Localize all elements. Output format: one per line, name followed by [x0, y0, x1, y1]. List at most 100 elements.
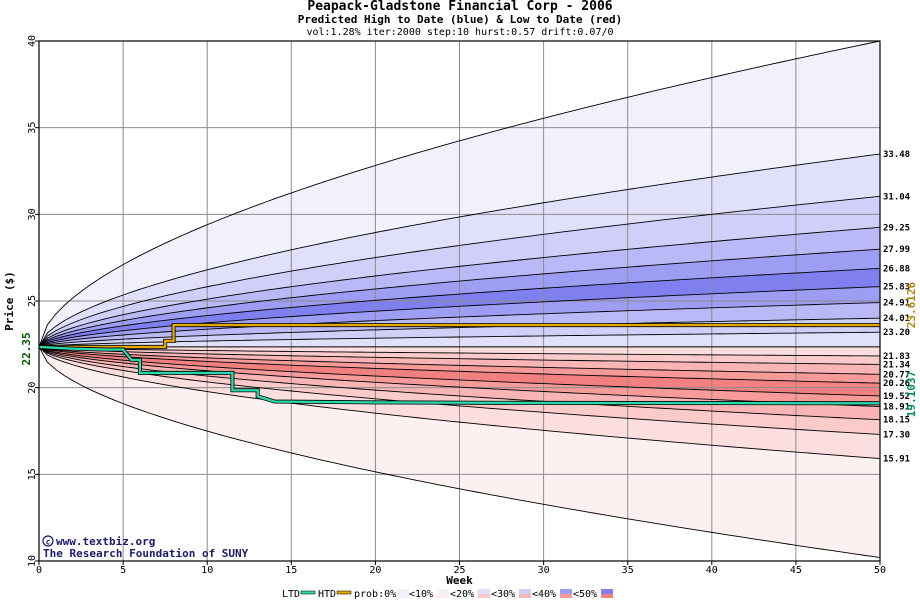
lower-band-4	[39, 346, 880, 407]
ltd-final-label: 19.1037	[905, 371, 918, 417]
x-tick-label: 15	[285, 565, 297, 576]
band-label: 33.48	[883, 150, 910, 160]
legend-swatch-blue	[601, 589, 613, 594]
band-label: 15.91	[883, 455, 910, 465]
upper-band-3	[39, 227, 880, 347]
quantile-line	[38, 346, 881, 558]
lower-band-6	[39, 346, 880, 435]
y-tick-label: 35	[27, 122, 38, 134]
y-axis-label: Price ($)	[3, 271, 16, 331]
band-end-labels: 33.48 31.04 29.25 27.99 26.88 25.83 24.91 24.01…	[883, 150, 911, 465]
quantile-line	[38, 317, 881, 348]
x-tick-label: 0	[36, 565, 42, 576]
band-label: 20.26	[883, 379, 910, 389]
band-label: 26.88	[883, 264, 910, 274]
quantile-line	[38, 346, 881, 435]
band-label: 23.20	[883, 328, 910, 338]
band-label: 24.01	[883, 314, 910, 324]
htd-line	[39, 323, 880, 349]
quantile-line	[38, 346, 881, 397]
copyright-icon	[42, 535, 54, 547]
legend-htd-swatch	[336, 590, 352, 595]
band-label: 21.83	[883, 352, 910, 362]
quantile-line	[38, 346, 881, 408]
band-label: 25.83	[883, 283, 910, 293]
lower-band-2	[39, 346, 880, 384]
x-tick-label: 25	[453, 565, 465, 576]
quantile-line	[38, 331, 881, 348]
band-label: 29.25	[883, 223, 910, 233]
quantile-line	[38, 346, 881, 365]
x-tick-label: 5	[120, 565, 126, 576]
band-label: 21.34	[883, 360, 911, 370]
lower-band-7	[39, 346, 880, 459]
quantile-line	[38, 226, 881, 348]
x-tick-label: 30	[538, 565, 550, 576]
y-tick-label: 30	[27, 208, 38, 220]
y-tick-label: 15	[27, 468, 38, 480]
y-tick-label: 10	[27, 555, 38, 567]
quantile-line	[38, 302, 881, 348]
upper-band-1	[39, 154, 880, 347]
legend-swatch-blue	[437, 589, 449, 594]
legend-swatch-red	[560, 594, 572, 598]
legend-htd-label: HTD	[318, 589, 336, 600]
y-tick-label: 40	[27, 35, 38, 47]
upper-band-2	[39, 196, 880, 347]
band-label: 31.04	[883, 192, 911, 202]
quantile-line	[38, 346, 881, 460]
quantile-line	[38, 346, 881, 384]
chart-subtitle: Predicted High to Date (blue) & Low to D…	[297, 13, 623, 26]
quantile-line	[38, 195, 881, 348]
legend-swatch-blue	[478, 589, 490, 594]
y-tick-label: 25	[27, 295, 38, 307]
legend-item-label: <30%	[491, 589, 515, 600]
legend-item-label: <40%	[532, 589, 556, 600]
quantile-line	[38, 40, 881, 348]
x-tick-label: 40	[706, 565, 718, 576]
upper-band-5	[39, 268, 880, 347]
watermark-url: www.textbiz.org	[56, 535, 155, 548]
x-tick-label: 45	[790, 565, 802, 576]
x-axis-label: Week	[446, 574, 473, 587]
legend-item-label: <10%	[409, 589, 433, 600]
quantile-line	[38, 267, 881, 348]
axes-labels: 0 5 10 15 20 25 30 35 40 45 50 10 15 20 25 30 35 40 Week Pr…	[3, 35, 886, 587]
legend-item-label: <50%	[573, 589, 597, 600]
band-label: 19.52	[883, 392, 910, 402]
watermark-org: The Research Foundation of SUNY	[43, 547, 249, 560]
legend-swatch-red	[519, 594, 531, 598]
legend: LTD HTD prob:0% <10% <20% <30% <40% <50%	[282, 589, 613, 600]
band-label: 18.91	[883, 403, 910, 413]
legend-swatch-red	[437, 594, 449, 598]
legend-swatch-0	[397, 589, 409, 598]
x-tick-label: 10	[201, 565, 213, 576]
quantile-lines	[38, 40, 881, 558]
upper-band-4	[39, 249, 880, 347]
start-price-label: 22.35	[20, 332, 33, 365]
band-label: 18.15	[883, 416, 910, 426]
copyright-icon-glyph: c	[46, 538, 51, 547]
band-label: 20.77	[883, 370, 910, 380]
x-tick-label: 50	[874, 565, 886, 576]
quantile-line	[38, 153, 881, 348]
band-label: 24.91	[883, 299, 910, 309]
legend-swatch-red	[478, 594, 490, 598]
y-tick-label: 20	[27, 382, 38, 394]
legend-swatch-blue	[560, 589, 572, 594]
x-tick-label: 35	[622, 565, 634, 576]
legend-item-label: <20%	[450, 589, 474, 600]
legend-swatch-blue	[519, 589, 531, 594]
quantile-line	[38, 248, 881, 348]
legend-ltd-label: LTD	[282, 589, 300, 600]
x-tick-label: 20	[369, 565, 381, 576]
band-label: 27.99	[883, 245, 910, 255]
chart-title: Peapack-Gladstone Financial Corp - 2006	[307, 0, 613, 14]
legend-prob-label: prob:0%	[354, 589, 396, 600]
legend-swatch-red	[601, 594, 613, 598]
chart-params: vol:1.28% iter:2000 step:10 hurst:0.57 d…	[306, 27, 614, 38]
legend-ltd-swatch	[300, 590, 316, 595]
quantile-line	[38, 346, 881, 357]
